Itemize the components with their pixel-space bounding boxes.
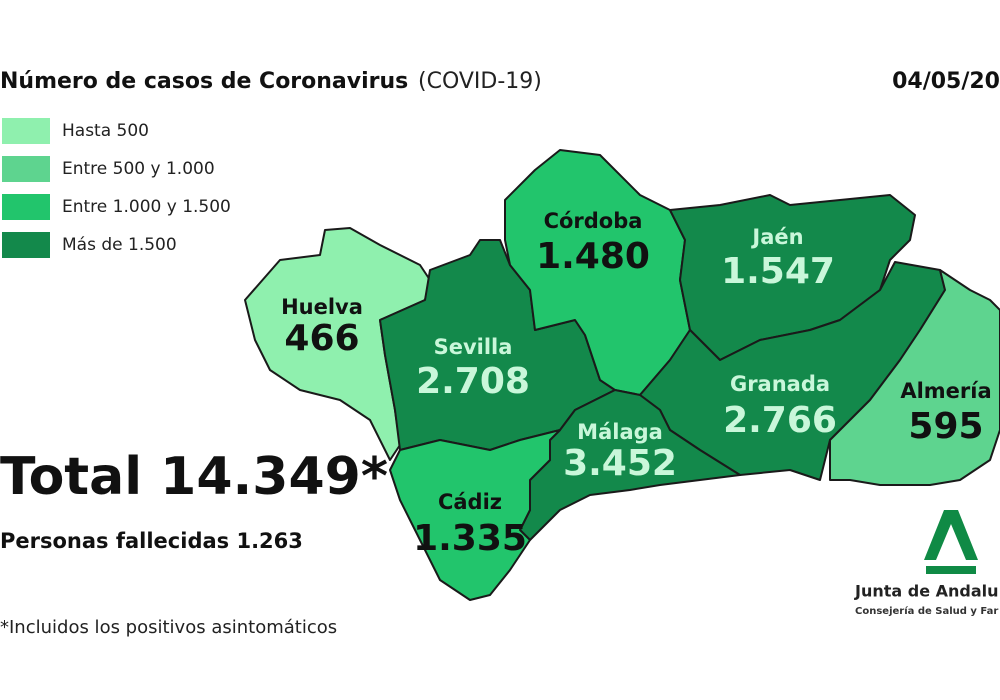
logo-mark [924,510,978,560]
logo-department: Consejería de Salud y Far [855,605,998,617]
province [389,429,561,601]
deaths: Personas fallecidas 1.263 [0,529,303,553]
province-name: Sevilla [434,335,513,359]
date: 04/05/20 [892,69,1000,94]
province-name: Jaén [750,225,803,249]
legend-swatch [2,118,50,144]
legend-label: Más de 1.500 [62,235,177,255]
province-value: 2.708 [416,361,530,402]
province-name: Córdoba [544,209,643,233]
province-name: Huelva [281,295,363,319]
logo: Junta de Andalu Consejería de Salud y Fa… [854,510,999,617]
subtitle: (COVID-19) [418,69,542,94]
province [829,269,1000,486]
province [669,194,916,361]
legend-label: Hasta 500 [62,121,149,141]
legend: Hasta 500 Entre 500 y 1.000 Entre 1.000 y … [2,118,231,258]
province-name: Cádiz [438,490,502,514]
legend-swatch [2,232,50,258]
total: Total 14.349* [0,447,388,507]
province-value: 595 [908,406,983,447]
province-value: 1.547 [721,251,835,292]
province-value: 3.452 [563,443,677,484]
province-name: Málaga [577,420,663,444]
province-value: 2.766 [723,400,837,441]
province-value: 1.480 [536,236,650,277]
title: Número de casos de Coronavirus [0,69,408,94]
legend-swatch [2,194,50,220]
legend-swatch [2,156,50,182]
province-name: Almería [900,379,991,403]
legend-label: Entre 500 y 1.000 [62,159,215,179]
logo-name: Junta de Andalu [854,582,999,601]
logo-bar [926,566,976,574]
province-value: 466 [284,318,359,359]
legend-label: Entre 1.000 y 1.500 [62,197,231,217]
province-value: 1.335 [413,518,527,559]
province-name: Granada [730,372,830,396]
footnote: *Incluidos los positivos asintomáticos [0,617,337,638]
